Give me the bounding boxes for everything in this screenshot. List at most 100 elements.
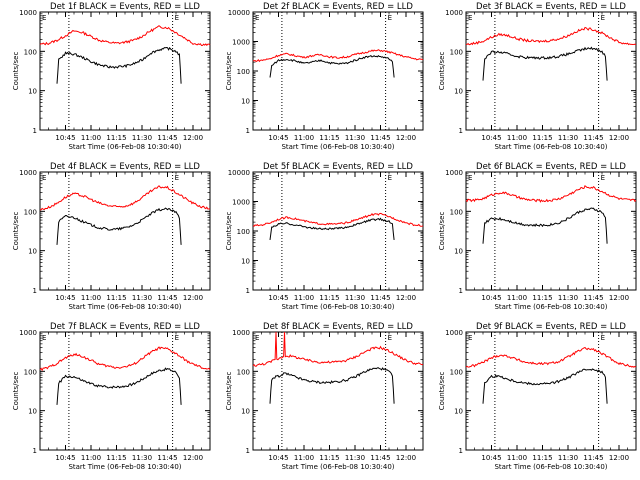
y-tick-label: 100	[450, 368, 463, 376]
x-tick-label: 11:30	[558, 134, 578, 142]
x-tick-label: 11:00	[294, 454, 314, 462]
x-tick-label: 11:00	[294, 134, 314, 142]
detector-1-chart: Det 1f BLACK = Events, RED = LLD 1 10 100 10…	[12, 2, 211, 151]
y-tick-label: 1	[246, 287, 250, 295]
x-tick-label: 11:30	[132, 454, 152, 462]
marker-label: E	[468, 14, 472, 22]
x-tick-label: 10:45	[268, 454, 288, 462]
x-tick-label: 11:15	[532, 454, 552, 462]
y-tick-label: 10	[28, 408, 37, 416]
marker-label: E	[42, 334, 46, 342]
y-tick-label: 1	[33, 127, 37, 135]
y-tick-label: 100	[450, 48, 463, 56]
y-axis-label: Counts/sec	[438, 212, 446, 251]
y-axis-label: Counts/sec	[225, 212, 233, 251]
y-tick-label: 100	[24, 368, 37, 376]
x-tick-label: 12:00	[396, 454, 416, 462]
plot-title: Det 4f BLACK = Events, RED = LLD	[50, 162, 200, 172]
y-tick-label: 100	[450, 208, 463, 216]
y-axis-label: Counts/sec	[12, 212, 20, 251]
detector-7-chart: Det 7f BLACK = Events, RED = LLD 1 10 100 10…	[12, 322, 211, 471]
x-axis-label: Start Time (06-Feb-08 10:30:40)	[494, 143, 607, 151]
marker-label: E	[601, 174, 605, 182]
x-tick-label: 11:00	[294, 294, 314, 302]
x-tick-label: 10:45	[268, 294, 288, 302]
detector-8-chart: Det 8f BLACK = Events, RED = LLD 1 10 100 10…	[225, 322, 424, 471]
x-axis-label: Start Time (06-Feb-08 10:30:40)	[68, 463, 181, 471]
y-axis-label: Counts/sec	[225, 52, 233, 91]
x-tick-label: 12:00	[183, 454, 203, 462]
x-tick-label: 12:00	[183, 134, 203, 142]
x-tick-label: 10:45	[55, 134, 75, 142]
plot-frame	[252, 11, 424, 131]
marker-label: E	[42, 174, 46, 182]
y-tick-label: 10000	[228, 9, 250, 17]
events-series-line	[56, 46, 182, 84]
plot-frame	[465, 11, 637, 131]
events-series-line	[482, 46, 608, 81]
y-tick-label: 10000	[228, 169, 250, 177]
marker-label: E	[388, 334, 392, 342]
y-tick-label: 1000	[19, 169, 37, 177]
x-tick-label: 11:30	[345, 134, 365, 142]
x-tick-label: 11:45	[583, 454, 603, 462]
x-axis-label: Start Time (06-Feb-08 10:30:40)	[494, 303, 607, 311]
events-series-line	[56, 367, 182, 405]
lld-series-line	[466, 26, 637, 46]
y-axis-label: Counts/sec	[12, 52, 20, 91]
x-tick-label: 10:45	[481, 294, 501, 302]
x-tick-label: 12:00	[396, 294, 416, 302]
x-tick-label: 11:30	[345, 294, 365, 302]
x-tick-label: 12:00	[183, 294, 203, 302]
y-tick-label: 10	[454, 248, 463, 256]
x-tick-label: 11:15	[319, 294, 339, 302]
y-tick-label: 1000	[232, 199, 250, 207]
marker-label: E	[388, 174, 392, 182]
detector-9-chart: Det 9f BLACK = Events, RED = LLD 1 10 100 10…	[438, 322, 637, 471]
marker-label: E	[255, 334, 259, 342]
y-axis-label: Counts/sec	[225, 372, 233, 411]
y-tick-label: 1000	[232, 39, 250, 47]
marker-label: E	[175, 14, 179, 22]
y-axis-label: Counts/sec	[438, 52, 446, 91]
x-tick-label: 11:15	[319, 454, 339, 462]
marker-label: E	[468, 174, 472, 182]
events-series-line	[269, 367, 395, 404]
x-tick-label: 11:00	[81, 294, 101, 302]
x-tick-label: 11:15	[319, 134, 339, 142]
y-tick-label: 100	[24, 208, 37, 216]
lld-series-line	[252, 212, 424, 227]
x-axis-label: Start Time (06-Feb-08 10:30:40)	[68, 303, 181, 311]
x-tick-label: 11:30	[132, 134, 152, 142]
marker-label: E	[175, 174, 179, 182]
x-axis-label: Start Time (06-Feb-08 10:30:40)	[494, 463, 607, 471]
plot-frame	[465, 331, 637, 451]
x-tick-label: 11:00	[81, 454, 101, 462]
x-axis-label: Start Time (06-Feb-08 10:30:40)	[281, 303, 394, 311]
x-tick-label: 11:15	[532, 294, 552, 302]
x-tick-label: 10:45	[55, 294, 75, 302]
y-tick-label: 10	[241, 258, 250, 266]
x-tick-label: 11:30	[132, 294, 152, 302]
x-tick-label: 11:00	[507, 294, 527, 302]
x-axis-label: Start Time (06-Feb-08 10:30:40)	[68, 143, 181, 151]
marker-label: E	[388, 14, 392, 22]
lld-series-line	[465, 346, 637, 368]
lld-series-line	[465, 185, 637, 203]
x-axis-label: Start Time (06-Feb-08 10:30:40)	[281, 143, 394, 151]
y-tick-label: 10	[454, 88, 463, 96]
marker-label: E	[601, 14, 605, 22]
x-tick-label: 11:45	[583, 134, 603, 142]
y-tick-label: 10	[241, 98, 250, 106]
marker-label: E	[601, 334, 605, 342]
plot-frame	[39, 171, 211, 291]
marker-label: E	[42, 14, 46, 22]
x-tick-label: 11:00	[507, 134, 527, 142]
y-tick-label: 1	[459, 447, 463, 455]
y-tick-label: 1000	[19, 329, 37, 337]
y-tick-label: 1	[459, 287, 463, 295]
plot-title: Det 7f BLACK = Events, RED = LLD	[50, 322, 200, 332]
y-tick-label: 1000	[445, 329, 463, 337]
lld-series-line	[39, 185, 210, 211]
